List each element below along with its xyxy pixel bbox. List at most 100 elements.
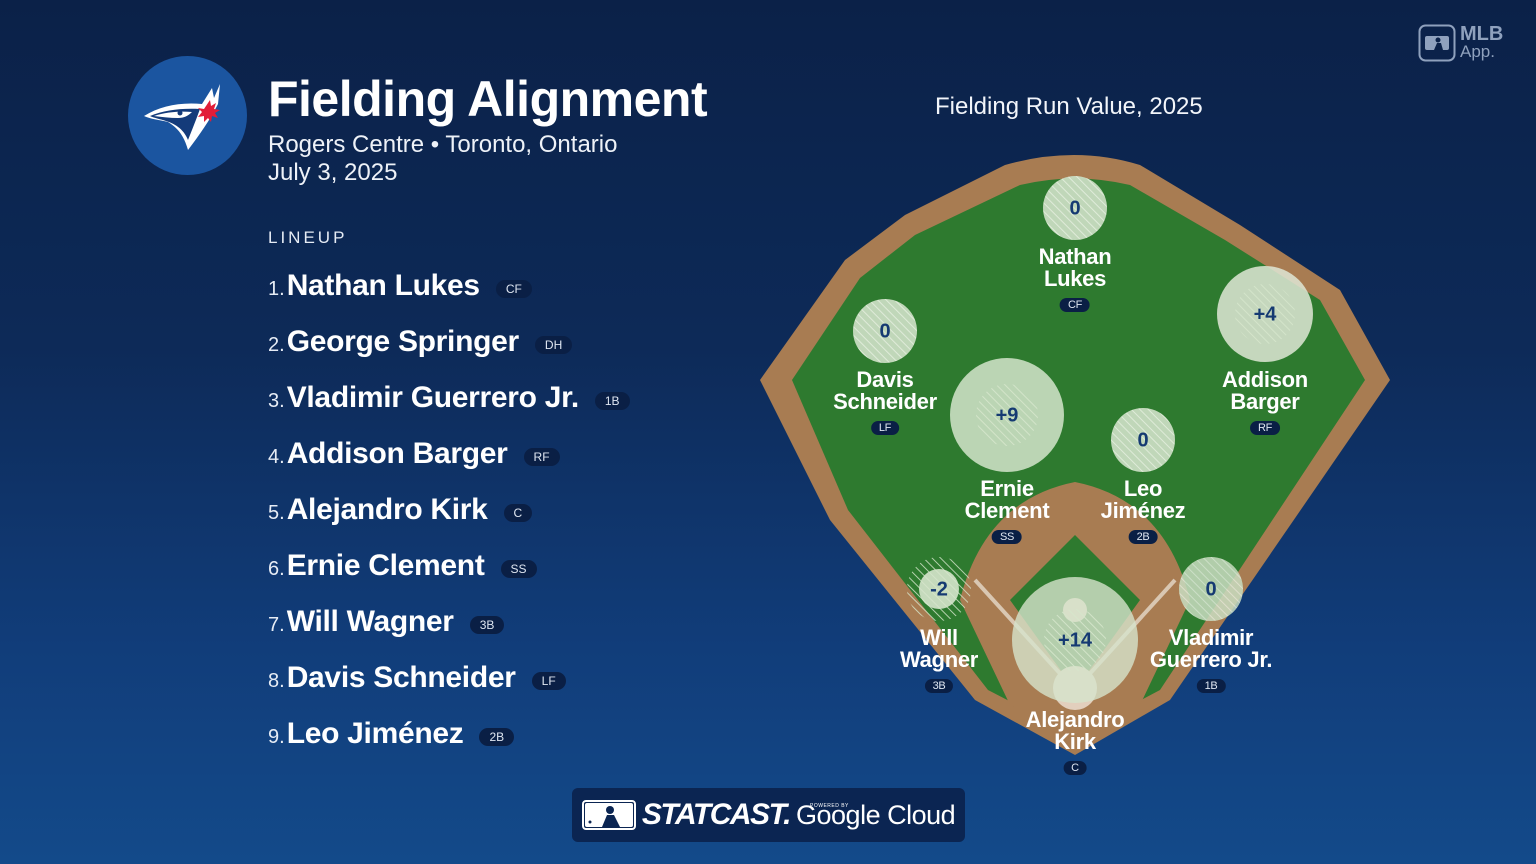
c-player-label: Alejandro Kirk C — [1026, 709, 1125, 775]
player-name: Leo Jiménez — [286, 717, 464, 750]
ss-frv-circle — [950, 358, 1064, 472]
position-badge: DH — [534, 336, 573, 354]
player-last-name: Barger — [1230, 389, 1300, 414]
3b-frv-circle — [907, 557, 971, 621]
player-name: Ernie Clement — [286, 549, 485, 582]
lineup-list: 1. Nathan Lukes CF 2. George Springer DH… — [268, 258, 630, 762]
player-name: Nathan Lukes — [286, 269, 480, 302]
mlb-app-line1: MLB — [1460, 23, 1504, 45]
position-badge: RF — [523, 448, 560, 466]
player-name: Will Wagner — [286, 605, 454, 638]
cf-frv-circle — [1043, 176, 1107, 240]
rf-frv-value: +4 — [1253, 303, 1277, 326]
player-first-name: Leo — [1123, 476, 1163, 501]
blue-jay-icon — [143, 83, 220, 150]
position-badge: SS — [991, 530, 1023, 544]
venue-line: Rogers Centre • Toronto, Ontario — [268, 131, 618, 158]
2b-frv-circle — [1111, 408, 1175, 472]
rf-frv-circle — [1217, 266, 1313, 362]
batting-order: 3. — [268, 389, 285, 412]
lineup-row: 3. Vladimir Guerrero Jr. 1B — [268, 370, 630, 426]
lineup-header: LINEUP — [268, 228, 348, 247]
c-frv-value: +14 — [1058, 629, 1092, 652]
rf-player-label: Addison Barger RF — [1222, 369, 1308, 435]
powered-by-label: POWERED BY — [810, 803, 849, 809]
lf-frv-circle — [853, 299, 917, 363]
player-name: Vladimir Guerrero Jr. — [286, 381, 579, 414]
player-name: Addison Barger — [286, 437, 508, 470]
position-badge: 2B — [1128, 530, 1158, 544]
player-last-name: Wagner — [899, 647, 979, 672]
page-title: Fielding Alignment — [268, 71, 708, 127]
position-badge: 3B — [924, 679, 954, 693]
batting-order: 4. — [268, 445, 285, 468]
mlb-logo-icon — [581, 800, 636, 830]
batting-order: 9. — [268, 725, 285, 748]
lineup-row: 4. Addison Barger RF — [268, 426, 630, 482]
3b-player-label: Will Wagner 3B — [900, 627, 978, 693]
position-badge: 1B — [1196, 679, 1226, 693]
1b-frv-value: 0 — [1205, 578, 1217, 601]
lf-player-label: Davis Schneider LF — [833, 369, 937, 435]
player-first-name: Vladimir — [1168, 625, 1254, 650]
player-first-name: Davis — [856, 367, 914, 392]
1b-frv-circle — [1179, 557, 1243, 621]
position-badge: C — [1063, 761, 1087, 775]
lineup-row: 7. Will Wagner 3B — [268, 594, 630, 650]
position-badge: SS — [500, 560, 537, 578]
ss-player-label: Ernie Clement SS — [965, 478, 1050, 544]
cf-player-label: Nathan Lukes CF — [1039, 246, 1112, 312]
player-last-name: Jiménez — [1100, 498, 1186, 523]
chart-title: Fielding Run Value, 2025 — [935, 93, 1203, 120]
player-first-name: Will — [920, 625, 958, 650]
player-last-name: Lukes — [1043, 266, 1107, 291]
player-first-name: Addison — [1222, 367, 1308, 392]
mlb-app-line2: App. — [1460, 42, 1495, 61]
player-last-name: Schneider — [833, 389, 937, 414]
statcast-branding: STATCAST. Google Cloud — [572, 788, 965, 842]
c-frv-circle — [1012, 577, 1138, 703]
batting-order: 6. — [268, 557, 285, 580]
position-badge: LF — [531, 672, 566, 690]
position-badge: 2B — [479, 728, 515, 746]
blue-jays-logo — [128, 56, 247, 175]
player-name: George Springer — [286, 325, 520, 358]
player-first-name: Nathan — [1038, 244, 1112, 269]
position-badge: C — [503, 504, 533, 522]
position-badge: CF — [495, 280, 532, 298]
ss-frv-value: +9 — [995, 404, 1019, 427]
game-date: July 3, 2025 — [268, 159, 398, 186]
player-last-name: Kirk — [1054, 729, 1096, 754]
batting-order: 5. — [268, 501, 285, 524]
position-badge: RF — [1249, 421, 1281, 435]
lineup-row: 6. Ernie Clement SS — [268, 538, 630, 594]
batting-order: 8. — [268, 669, 285, 692]
player-name: Alejandro Kirk — [286, 493, 488, 526]
position-badge: 1B — [594, 392, 630, 410]
mlb-logo-icon — [1418, 24, 1456, 62]
1b-player-label: Vladimir Guerrero Jr. 1B — [1150, 627, 1272, 693]
player-name: Davis Schneider — [286, 661, 516, 694]
lineup-row: 9. Leo Jiménez 2B — [268, 706, 630, 762]
player-first-name: Alejandro — [1025, 707, 1125, 732]
mlb-app-logo: MLB App. — [1418, 24, 1503, 62]
2b-player-label: Leo Jiménez 2B — [1101, 478, 1186, 544]
player-first-name: Ernie — [980, 476, 1034, 501]
statcast-wordmark: STATCAST. — [641, 798, 792, 831]
2b-frv-value: 0 — [1137, 429, 1149, 452]
position-badge: 3B — [469, 616, 505, 634]
lineup-row: 5. Alejandro Kirk C — [268, 482, 630, 538]
batting-order: 1. — [268, 277, 285, 300]
position-badge: CF — [1059, 298, 1091, 312]
subtitle: Rogers Centre • Toronto, Ontario July 3,… — [268, 131, 617, 187]
lineup-row: 8. Davis Schneider LF — [268, 650, 630, 706]
lineup-row: 1. Nathan Lukes CF — [268, 258, 630, 314]
cf-frv-value: 0 — [1069, 197, 1081, 220]
google-cloud-wordmark: Google Cloud — [796, 799, 956, 830]
position-badge: LF — [870, 421, 900, 435]
batting-order: 7. — [268, 613, 285, 636]
3b-frv-value: -2 — [930, 578, 948, 601]
batting-order: 2. — [268, 333, 285, 356]
lf-frv-value: 0 — [879, 320, 891, 343]
